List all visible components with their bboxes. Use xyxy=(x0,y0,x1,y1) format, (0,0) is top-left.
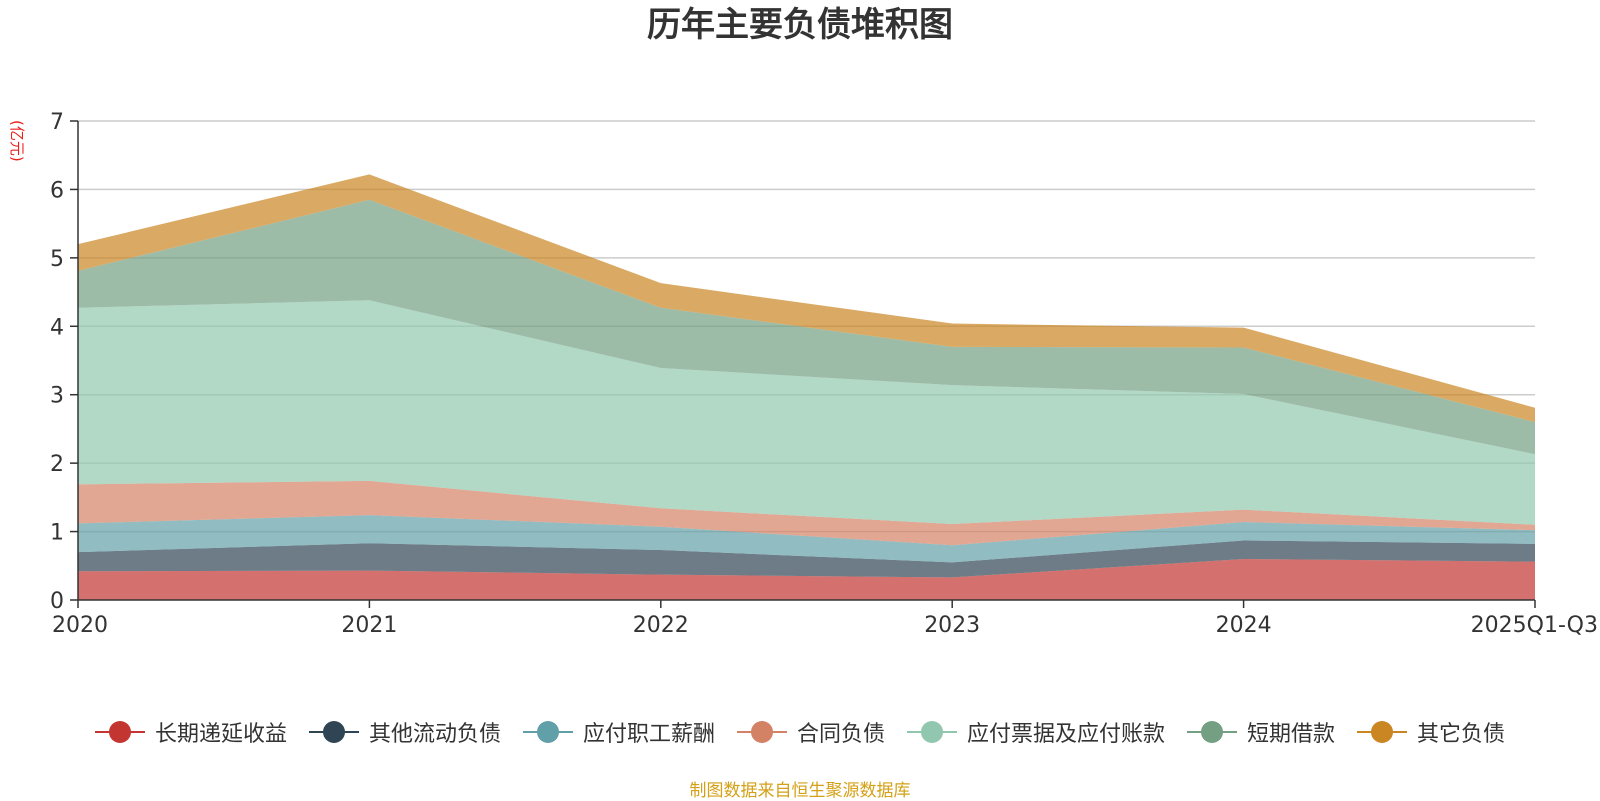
legend-label: 合同负债 xyxy=(796,722,885,747)
x-tick-label: 2022 xyxy=(633,613,689,638)
legend-label: 其他流动负债 xyxy=(368,722,501,747)
x-tick-label: 2020 xyxy=(52,613,108,638)
y-tick-label: 1 xyxy=(50,521,64,546)
y-tick-label: 3 xyxy=(50,384,64,409)
chart-title: 历年主要负债堆积图 xyxy=(647,5,953,45)
y-tick-label: 2 xyxy=(50,452,64,477)
legend-marker-icon xyxy=(94,720,145,744)
legend-marker-icon xyxy=(1357,720,1408,744)
area-series-2 xyxy=(78,515,1535,563)
legend-item[interactable]: 其他流动负债 xyxy=(308,716,501,748)
source-note: 制图数据来自恒生聚源数据库 xyxy=(689,781,911,801)
legend-item[interactable]: 长期递延收益 xyxy=(94,716,287,748)
legend-item[interactable]: 短期借款 xyxy=(1187,716,1335,748)
area-series-1 xyxy=(78,540,1535,578)
area-series-0 xyxy=(78,558,1535,600)
legend-item[interactable]: 应付职工薪酬 xyxy=(522,716,715,748)
legend-item[interactable]: 应付票据及应付账款 xyxy=(907,716,1165,748)
area-series-4 xyxy=(78,300,1535,525)
y-tick-label: 7 xyxy=(50,110,64,135)
legend-marker-icon xyxy=(308,720,359,744)
legend-label: 其它负债 xyxy=(1417,722,1506,747)
y-tick-label: 4 xyxy=(50,315,64,340)
axes: 0 1 2 3 4 5 6 7 2020 2021 2022 2023 2024 2025Q1-Q3 xyxy=(50,110,1598,638)
y-tick-label: 5 xyxy=(50,247,64,272)
x-tick-label: 2025Q1-Q3 xyxy=(1471,613,1598,638)
legend: 长期递延收益 其他流动负债 应付职工薪酬 合同负债 应付票据及应付账款 短期借款 其它负债 xyxy=(0,712,1600,752)
area-series-3 xyxy=(78,480,1535,546)
legend-item[interactable]: 合同负债 xyxy=(736,716,885,748)
x-tick-label: 2021 xyxy=(341,613,397,638)
legend-label: 应付票据及应付账款 xyxy=(967,722,1166,747)
legend-marker-icon xyxy=(522,720,573,744)
legend-item[interactable]: 其它负债 xyxy=(1357,716,1505,748)
legend-label: 短期借款 xyxy=(1247,722,1336,747)
legend-label: 应付职工薪酬 xyxy=(582,722,715,747)
y-tick-label: 6 xyxy=(50,178,64,203)
x-tick-label: 2023 xyxy=(924,613,980,638)
legend-marker-icon xyxy=(736,720,787,744)
y-tick-label: 0 xyxy=(50,589,64,614)
legend-label: 长期递延收益 xyxy=(154,722,287,747)
area-series xyxy=(78,174,1535,600)
legend-marker-icon xyxy=(1187,720,1238,744)
area-series-5 xyxy=(78,199,1535,455)
x-tick-label: 2024 xyxy=(1216,613,1272,638)
stacked-area-chart: 0 1 2 3 4 5 6 7 2020 2021 2022 2023 2024 2025Q1-Q3 xyxy=(50,110,1598,638)
legend-marker-icon xyxy=(907,720,957,744)
